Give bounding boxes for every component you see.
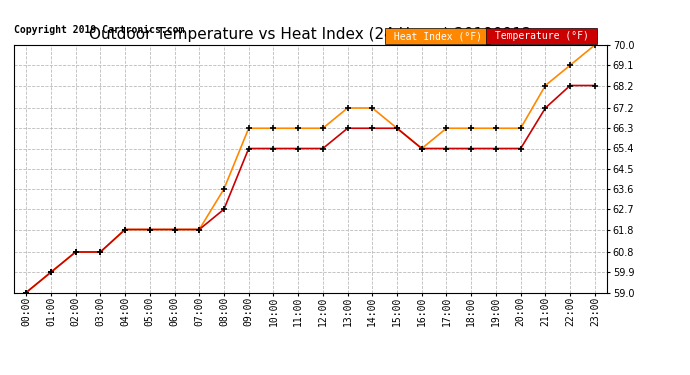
Text: Heat Index (°F): Heat Index (°F): [388, 32, 488, 41]
Text: Temperature (°F): Temperature (°F): [489, 32, 594, 41]
Text: Copyright 2019 Cartronics.com: Copyright 2019 Cartronics.com: [14, 25, 184, 35]
Title: Outdoor Temperature vs Heat Index (24 Hours) 20190912: Outdoor Temperature vs Heat Index (24 Ho…: [89, 27, 532, 42]
